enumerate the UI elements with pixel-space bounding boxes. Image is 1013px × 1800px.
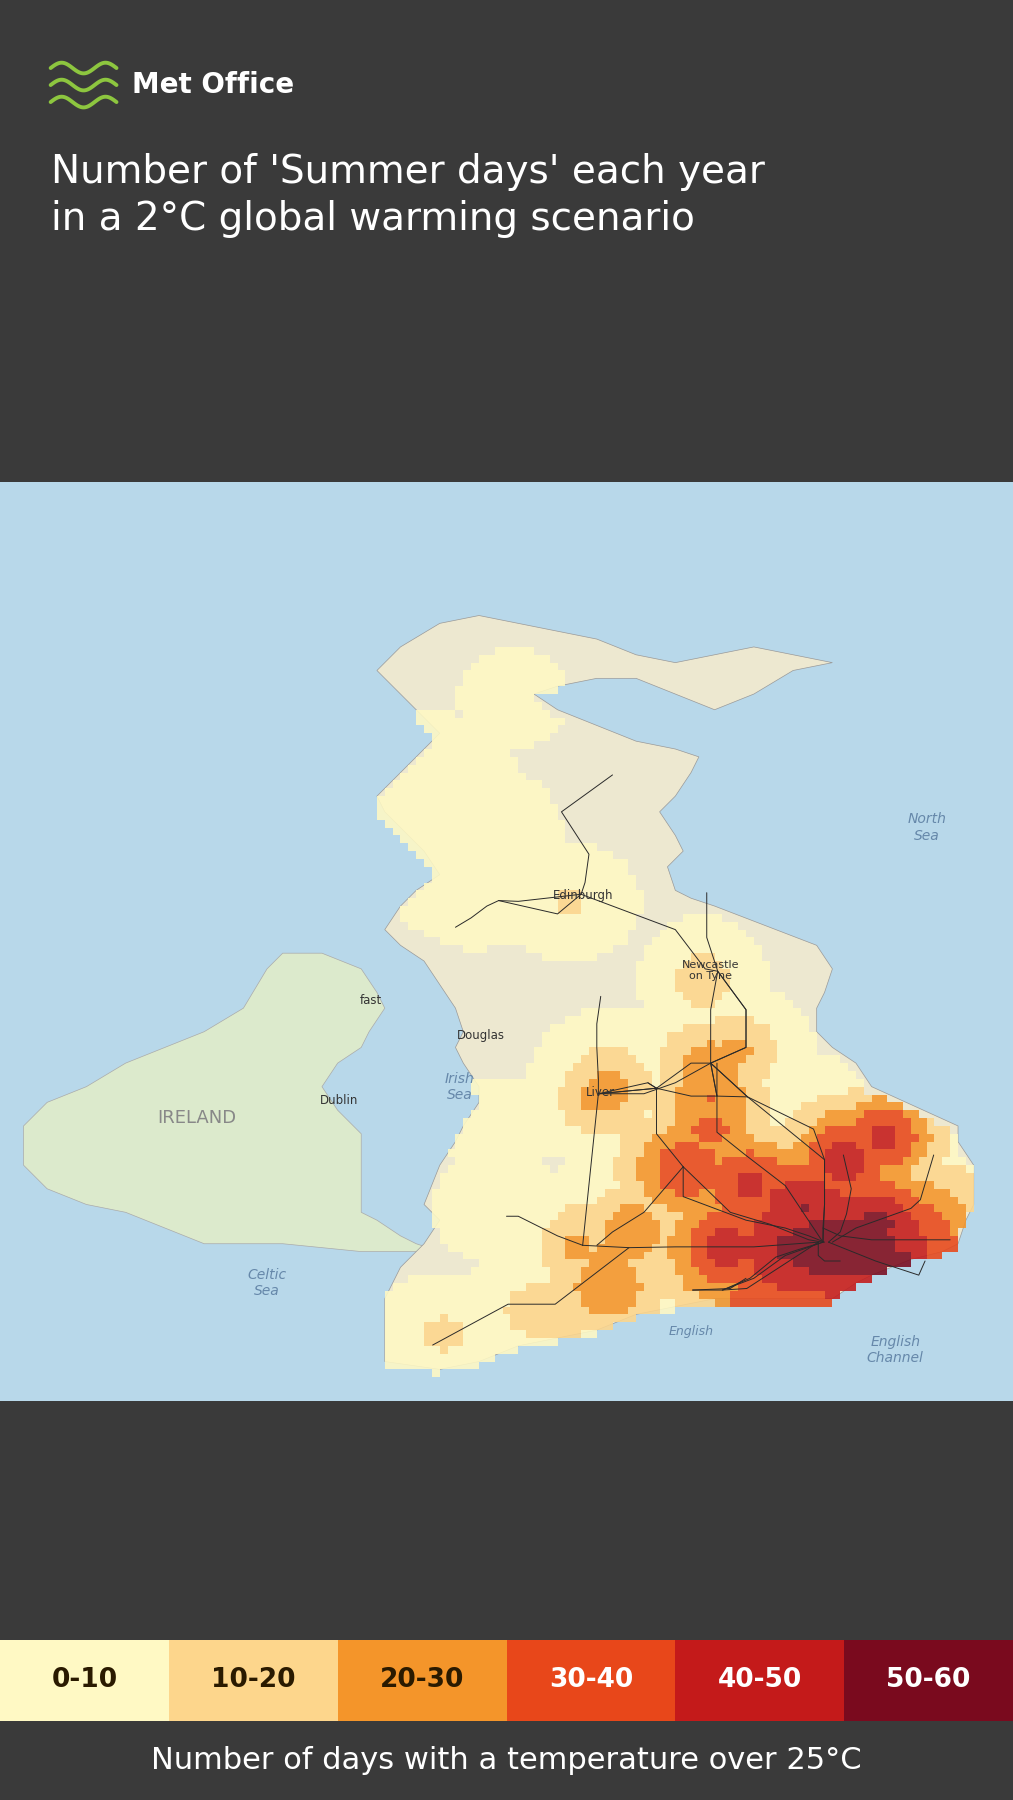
Text: Liver: Liver (587, 1087, 615, 1100)
Text: Douglas: Douglas (457, 1030, 504, 1042)
Text: Number of 'Summer days' each year
in a 2°C global warming scenario: Number of 'Summer days' each year in a 2… (51, 153, 765, 238)
Polygon shape (377, 616, 973, 1370)
Bar (676, 1640, 844, 1721)
Text: Irish
Sea: Irish Sea (445, 1071, 474, 1102)
Text: IRELAND: IRELAND (157, 1109, 236, 1127)
Text: Number of days with a temperature over 25°C: Number of days with a temperature over 2… (151, 1746, 862, 1775)
Text: English: English (669, 1325, 713, 1337)
Text: fast: fast (360, 994, 382, 1006)
Text: 50-60: 50-60 (886, 1667, 970, 1694)
Text: Met Office: Met Office (132, 70, 294, 99)
Text: Celtic
Sea: Celtic Sea (247, 1267, 287, 1298)
Text: Dublin: Dublin (320, 1094, 359, 1107)
Text: 20-30: 20-30 (380, 1667, 464, 1694)
Bar (169, 1640, 337, 1721)
Text: Newcastle
on Tyne: Newcastle on Tyne (682, 959, 739, 981)
Bar (337, 1640, 506, 1721)
Text: English
Channel: English Channel (867, 1334, 924, 1364)
Bar (844, 1640, 1013, 1721)
Bar (506, 1640, 676, 1721)
Text: 10-20: 10-20 (211, 1667, 296, 1694)
Text: 30-40: 30-40 (549, 1667, 633, 1694)
Text: 40-50: 40-50 (717, 1667, 802, 1694)
Bar (0, 1640, 169, 1721)
Polygon shape (23, 954, 440, 1251)
Text: 0-10: 0-10 (52, 1667, 118, 1694)
Text: Edinburgh: Edinburgh (552, 889, 613, 902)
Text: North
Sea: North Sea (908, 812, 946, 842)
